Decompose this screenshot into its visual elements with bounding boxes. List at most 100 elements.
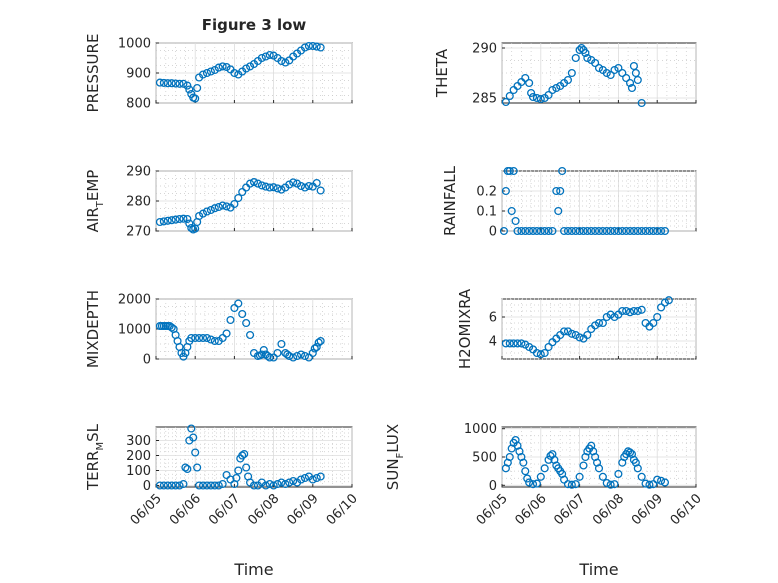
data-point — [234, 193, 243, 203]
data-point — [519, 458, 528, 467]
data-point — [218, 62, 227, 71]
data-point — [238, 451, 247, 460]
data-point — [300, 183, 310, 192]
data-point — [222, 329, 231, 338]
data-point — [277, 478, 286, 487]
data-point — [622, 226, 631, 236]
data-point — [505, 339, 514, 348]
grid-layer — [501, 298, 697, 360]
data-point — [312, 342, 321, 352]
y-tick-label: 300 — [126, 434, 151, 449]
data-point — [261, 481, 270, 490]
data-point — [645, 480, 654, 489]
data-point — [277, 185, 286, 194]
data-point — [641, 479, 650, 488]
data-point — [179, 479, 188, 489]
data-point — [625, 78, 635, 88]
data-point — [304, 41, 313, 51]
data-point — [532, 479, 541, 488]
y-axis-label: H2OMIXRA — [456, 288, 474, 369]
data-point — [155, 78, 164, 87]
data-point — [206, 481, 215, 490]
data-point — [618, 306, 627, 316]
data-point — [198, 481, 208, 490]
data-point — [649, 226, 658, 236]
data-point — [641, 226, 650, 236]
data-point — [265, 50, 274, 60]
grid-layer — [501, 43, 697, 103]
data-point — [501, 186, 510, 196]
data-point — [314, 338, 323, 347]
data-point — [563, 226, 573, 236]
data-point — [238, 309, 247, 319]
data-point — [532, 348, 541, 358]
data-point — [581, 48, 590, 58]
data-point — [316, 43, 325, 52]
y-tick-label: 0.1 — [476, 205, 497, 220]
data-point — [202, 481, 212, 490]
data-point — [218, 479, 227, 489]
data-markers — [155, 299, 325, 362]
data-point — [499, 226, 508, 236]
data-point — [556, 186, 565, 196]
y-tick-label: 270 — [126, 225, 151, 240]
data-point — [183, 214, 192, 224]
y-tick-label: 100 — [126, 464, 151, 479]
data-point — [226, 315, 235, 325]
data-point — [577, 43, 586, 53]
data-point — [210, 336, 219, 346]
data-point — [185, 219, 194, 228]
data-point — [653, 312, 662, 322]
y-tick-label: 290 — [472, 42, 497, 57]
data-point — [206, 205, 215, 215]
y-axis-label-air-temp: AIRTEMP — [84, 170, 106, 233]
data-point — [222, 202, 231, 211]
data-point — [575, 333, 584, 342]
data-point — [163, 79, 172, 88]
data-point — [567, 329, 576, 338]
y-tick-label: 800 — [126, 97, 151, 112]
y-tick-label: 290 — [126, 165, 151, 180]
data-point — [265, 479, 274, 489]
data-point — [622, 306, 631, 316]
data-point — [308, 348, 317, 358]
data-point — [253, 179, 262, 188]
data-point — [277, 56, 286, 66]
data-point — [558, 166, 567, 176]
data-point — [281, 58, 290, 67]
data-point — [622, 73, 631, 83]
data-point — [544, 226, 553, 236]
y-axis-label: RAINFALL — [441, 165, 459, 236]
data-point — [261, 182, 270, 191]
data-point — [257, 53, 266, 63]
data-point — [505, 166, 514, 176]
data-point — [269, 183, 278, 192]
data-point — [230, 199, 239, 209]
data-point — [265, 353, 274, 362]
data-point — [625, 308, 635, 317]
data-point — [618, 226, 627, 236]
data-point — [521, 73, 530, 83]
data-point — [159, 78, 168, 87]
data-point — [187, 424, 196, 433]
data-point — [536, 350, 545, 359]
data-point — [521, 226, 530, 236]
data-point — [230, 68, 239, 78]
data-point — [523, 474, 532, 483]
subplot-sun-flux: 0 500 1000 SUNFLUX — [384, 422, 697, 494]
data-point — [511, 216, 520, 226]
y-tick-label: 1000 — [118, 323, 151, 338]
data-point — [552, 83, 561, 93]
data-point — [308, 41, 317, 51]
data-point — [246, 330, 255, 340]
data-point — [610, 65, 619, 75]
data-point — [505, 452, 514, 462]
data-point — [281, 479, 290, 489]
data-point — [171, 215, 180, 224]
data-point — [193, 463, 202, 472]
figure-title: Figure 3 low — [202, 16, 307, 34]
data-point — [296, 350, 306, 359]
y-tick-label: 4 — [489, 335, 497, 350]
data-point — [660, 226, 670, 236]
